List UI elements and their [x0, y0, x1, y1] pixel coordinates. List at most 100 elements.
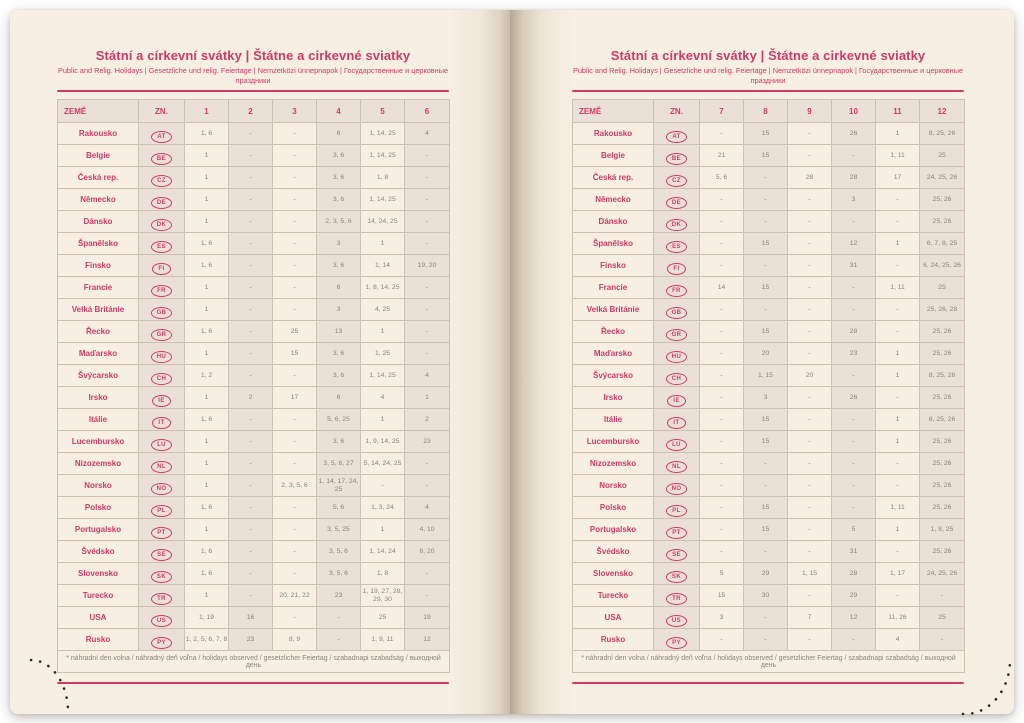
- holiday-days-cell: 1: [360, 518, 405, 541]
- holiday-days-cell: 1: [184, 430, 229, 453]
- country-code-cell: CZ: [138, 166, 185, 189]
- holiday-days-cell: 1, 6: [184, 408, 229, 431]
- country-code-cell: GB: [653, 298, 700, 321]
- holiday-days-cell: 28: [831, 166, 876, 189]
- holiday-days-cell: -: [743, 540, 788, 563]
- country-code-cell: ES: [138, 232, 185, 255]
- country-code-badge: US: [665, 614, 688, 627]
- col-header-month-5: 5: [360, 99, 405, 123]
- holiday-days-cell: 2, 3, 5, 6: [316, 210, 361, 233]
- holiday-days-cell: -: [787, 474, 832, 497]
- col-header-month-6: 6: [404, 99, 450, 123]
- country-name: Dánsko: [57, 210, 139, 233]
- holiday-days-cell: -: [831, 276, 876, 299]
- holiday-days-cell: -: [228, 452, 273, 475]
- holiday-days-cell: -: [228, 122, 273, 145]
- country-code-badge: PT: [666, 526, 687, 539]
- country-row: Dánsko DK 1- -2, 3, 5, 6 14, 24, 25-: [57, 210, 450, 233]
- holiday-days-cell: 1, 8: [360, 562, 405, 585]
- holiday-days-cell: 8, 25, 26: [919, 364, 965, 387]
- holiday-days-cell: -: [875, 540, 920, 563]
- holiday-days-cell: -: [831, 144, 876, 167]
- holiday-days-cell: 4, 10: [404, 518, 450, 541]
- country-code-cell: DE: [653, 188, 700, 211]
- country-name: Nizozemsko: [572, 452, 654, 475]
- country-code-badge: HU: [665, 350, 688, 363]
- holiday-days-cell: 1: [875, 342, 920, 365]
- holiday-days-cell: -: [228, 166, 273, 189]
- holiday-days-cell: 5, 6: [699, 166, 744, 189]
- holiday-days-cell: -: [699, 122, 744, 145]
- holiday-days-cell: -: [228, 144, 273, 167]
- country-code-badge: PL: [151, 504, 172, 517]
- holiday-days-cell: 1: [184, 342, 229, 365]
- holiday-days-cell: -: [272, 518, 317, 541]
- country-code-cell: NO: [138, 474, 185, 497]
- diary-open-book: Státní a církevní svátky | Štátne a cirk…: [10, 10, 1014, 714]
- holiday-days-cell: 1, 8, 25: [919, 518, 965, 541]
- holiday-days-cell: 1, 6: [184, 254, 229, 277]
- holiday-days-cell: -: [404, 474, 450, 497]
- country-row: Finsko FI 1, 6- -3, 6 1, 14 19, 20: [57, 254, 450, 277]
- country-code-badge: NO: [665, 482, 688, 495]
- holiday-days-cell: 1, 6: [184, 320, 229, 343]
- holiday-days-cell: 1: [875, 122, 920, 145]
- holiday-days-cell: -: [875, 386, 920, 409]
- holiday-days-cell: -: [787, 122, 832, 145]
- country-code-badge: US: [150, 614, 173, 627]
- country-row: Polsko PL -15- -1, 11 25, 26: [572, 496, 965, 519]
- country-row: Česká rep. CZ 5, 6-28 28 17 24, 25, 26: [572, 166, 965, 189]
- country-code-cell: SE: [138, 540, 185, 563]
- country-row: Rusko PY 1, 2, 5, 6, 7, 8 23 8, 9-1, 9, 11 12: [57, 628, 450, 651]
- country-name: Rakousko: [572, 122, 654, 145]
- country-code-cell: SK: [653, 562, 700, 585]
- holiday-days-cell: 1, 6: [184, 562, 229, 585]
- country-name: Irsko: [57, 386, 139, 409]
- holiday-days-cell: 28: [831, 320, 876, 343]
- country-code-cell: BE: [138, 144, 185, 167]
- country-code-badge: IE: [152, 394, 171, 407]
- holiday-days-cell: -: [831, 298, 876, 321]
- holiday-days-cell: -: [404, 276, 450, 299]
- holiday-days-cell: 1, 14, 25: [360, 122, 405, 145]
- country-name: Dánsko: [572, 210, 654, 233]
- holiday-days-cell: 23: [228, 628, 273, 651]
- country-name: Maďarsko: [57, 342, 139, 365]
- country-name: Slovensko: [57, 562, 139, 585]
- holiday-days-cell: -: [787, 144, 832, 167]
- country-row: Finsko FI - - -31-6, 24, 25, 26: [572, 254, 965, 277]
- holiday-days-cell: -: [404, 298, 450, 321]
- footnote-row: * náhradní den volna / náhradný deň voľn…: [572, 650, 965, 673]
- holiday-days-cell: 25, 26: [919, 342, 965, 365]
- holiday-days-cell: -: [316, 628, 361, 651]
- holiday-days-cell: 28: [787, 166, 832, 189]
- holiday-days-cell: 31: [831, 540, 876, 563]
- holiday-days-cell: -: [743, 452, 788, 475]
- country-code-cell: IT: [138, 408, 185, 431]
- holiday-days-cell: 13: [316, 320, 361, 343]
- country-code-badge: NO: [150, 482, 173, 495]
- country-name: Španělsko: [572, 232, 654, 255]
- holiday-days-cell: 20, 21, 22: [272, 584, 317, 607]
- holiday-days-cell: 1, 6: [184, 496, 229, 519]
- country-code-cell: NO: [653, 474, 700, 497]
- country-code-badge: PY: [666, 636, 687, 649]
- country-code-badge: CH: [150, 372, 173, 385]
- holidays-table-right: ZEMĚ ZN. 7 8 9 10 11 12 Rakousko AT -15-26 1 8, 25, …: [572, 99, 965, 673]
- holiday-days-cell: 1, 25: [360, 342, 405, 365]
- holiday-days-cell: 25, 26: [919, 452, 965, 475]
- country-row: Německo DE 1- -3, 6 1, 14, 25-: [57, 188, 450, 211]
- country-row: Velká Británie GB - - - - -25, 26, 28: [572, 298, 965, 321]
- country-code-cell: AT: [653, 122, 700, 145]
- holiday-days-cell: 1: [184, 144, 229, 167]
- country-name: Řecko: [572, 320, 654, 343]
- holiday-days-cell: -: [272, 276, 317, 299]
- holiday-days-cell: 1: [184, 584, 229, 607]
- holiday-days-cell: 15: [743, 122, 788, 145]
- holiday-days-cell: 1: [184, 210, 229, 233]
- country-row: Německo DE - - -3-25, 26: [572, 188, 965, 211]
- holiday-days-cell: 12: [831, 606, 876, 629]
- holiday-days-cell: 25, 26: [919, 320, 965, 343]
- country-name: Norsko: [57, 474, 139, 497]
- holiday-days-cell: 1: [360, 320, 405, 343]
